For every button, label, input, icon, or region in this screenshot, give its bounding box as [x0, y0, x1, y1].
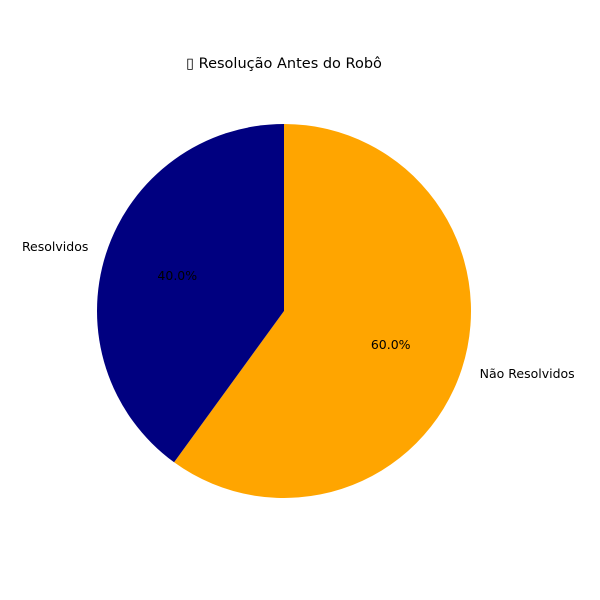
slice-label-1: Resolvidos — [22, 239, 88, 254]
pie-slice-0 — [174, 124, 472, 499]
slice-percent-0: 60.0% — [371, 337, 411, 352]
slice-label-0: Não Resolvidos — [480, 366, 575, 381]
pie-slice-1 — [97, 124, 284, 463]
chart-title: ▯ Resolução Antes do Robô — [186, 56, 382, 72]
slice-percent-1: 40.0% — [157, 268, 197, 283]
